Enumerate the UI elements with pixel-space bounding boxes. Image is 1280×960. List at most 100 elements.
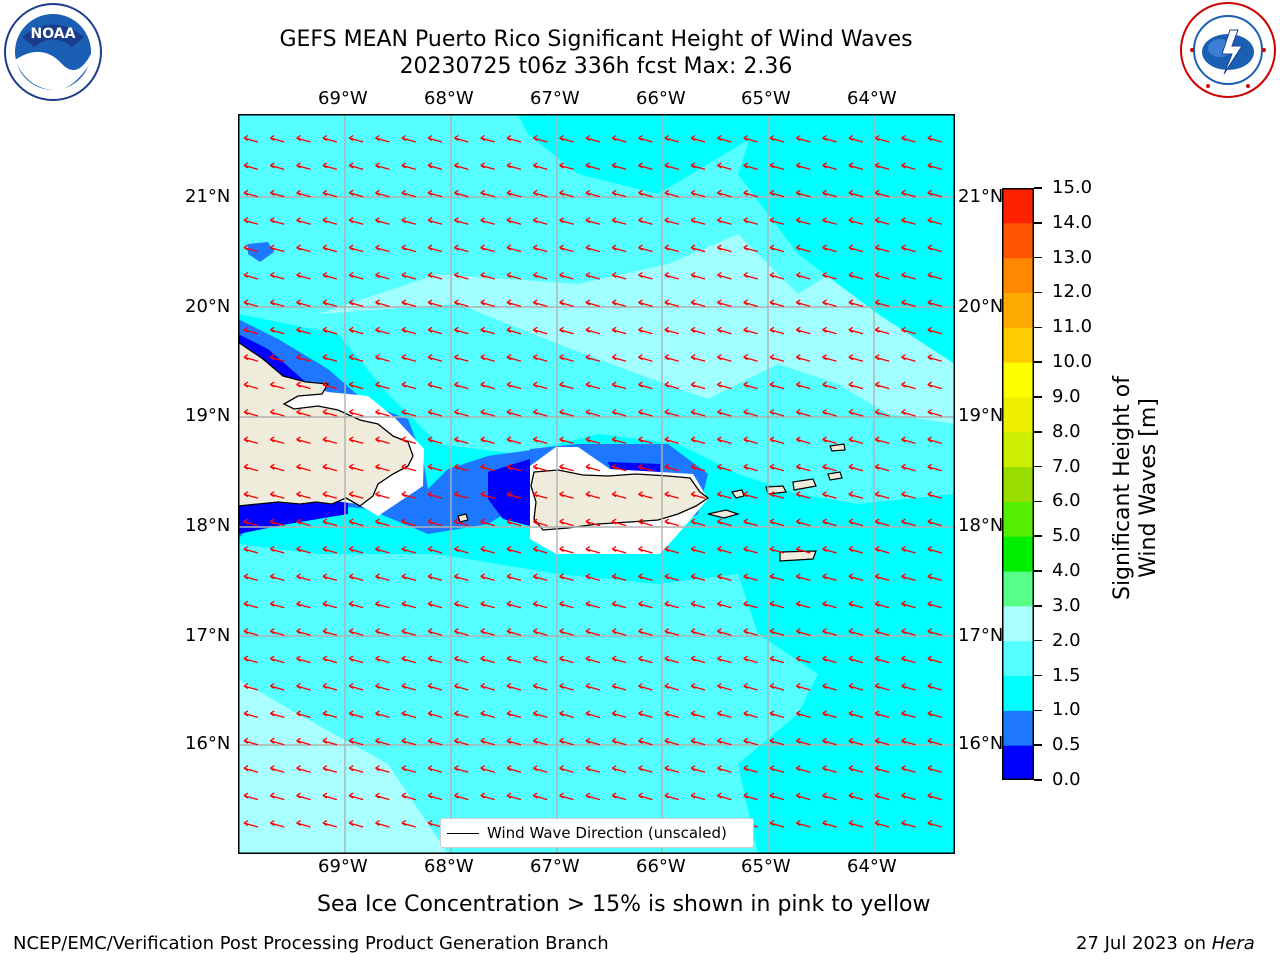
wave-direction-arrow: [848, 463, 864, 472]
wave-direction-arrow: [454, 134, 469, 143]
wave-direction-arrow: [927, 518, 942, 527]
wave-direction-arrow: [427, 628, 443, 636]
virgin-island: [827, 471, 843, 481]
wave-direction-arrow: [480, 326, 495, 335]
colorbar-tick-label: 12.0: [1052, 281, 1093, 303]
wave-direction-arrow: [743, 299, 758, 308]
colorbar-tick-label: 8.0: [1052, 420, 1081, 442]
wave-direction-arrow: [585, 682, 601, 691]
wave-direction-arrow: [585, 765, 601, 773]
wave-direction-arrow: [611, 463, 627, 472]
legend-label: Wind Wave Direction (unscaled): [487, 824, 727, 842]
wave-direction-arrow: [690, 271, 706, 280]
wave-direction-arrow: [269, 628, 285, 636]
wave-direction-arrow: [769, 655, 785, 664]
wave-direction-arrow: [532, 436, 548, 445]
wave-direction-arrow: [927, 628, 942, 636]
colorbar-tick-mark: [1034, 431, 1042, 433]
wave-direction-arrow: [743, 628, 758, 636]
wave-direction-arrow: [532, 682, 548, 691]
wave-direction-arrow: [532, 244, 548, 253]
wave-direction-arrow: [611, 573, 627, 582]
wave-direction-arrow: [690, 491, 706, 499]
wave-direction-arrow: [243, 737, 259, 746]
wave-direction-arrow: [243, 710, 259, 719]
lat-label-left: 16°N: [185, 733, 231, 754]
wave-direction-arrow: [611, 491, 627, 499]
wave-direction-arrow: [532, 299, 548, 308]
wave-direction-arrow: [822, 491, 837, 499]
lon-label-bottom: 69°W: [318, 856, 368, 877]
wave-direction-arrow: [585, 244, 601, 253]
wave-direction-arrow: [664, 326, 679, 335]
wave-direction-arrow: [822, 518, 837, 527]
lon-label-bottom: 68°W: [424, 856, 474, 877]
wave-direction-arrow: [348, 682, 364, 691]
wave-direction-arrow: [243, 792, 259, 801]
colorbar-segment: [1002, 571, 1034, 607]
wave-direction-arrow: [795, 737, 811, 746]
colorbar-tick-label: 10.0: [1052, 351, 1093, 373]
colorbar-segment: [1002, 327, 1034, 363]
wave-direction-arrow: [769, 463, 785, 472]
wave-direction-arrow: [480, 682, 495, 691]
wave-direction-arrow: [611, 162, 627, 171]
wave-direction-arrow: [769, 381, 785, 390]
colorbar-tick-mark: [1034, 222, 1042, 224]
wave-direction-arrow: [638, 436, 653, 445]
wave-direction-arrow: [795, 682, 811, 691]
wave-direction-arrow: [427, 655, 443, 664]
colorbar-segment: [1002, 710, 1034, 746]
wave-direction-arrow: [480, 271, 495, 280]
colorbar-segment: [1002, 605, 1034, 642]
wave-direction-arrow: [717, 710, 732, 719]
wave-direction-arrow: [795, 381, 811, 390]
wave-direction-arrow: [480, 628, 495, 636]
wave-direction-arrow: [269, 326, 285, 335]
wave-direction-arrow: [585, 326, 601, 335]
wave-direction-arrow: [322, 244, 338, 253]
wave-direction-arrow: [822, 189, 837, 198]
wave-direction-arrow: [717, 381, 732, 390]
wave-direction-arrow: [664, 162, 679, 171]
wave-direction-arrow: [664, 299, 679, 308]
wave-direction-arrow: [243, 573, 259, 582]
wave-direction-arrow: [375, 819, 390, 828]
colorbar-tick-label: 5.0: [1052, 525, 1081, 547]
wave-direction-arrow: [795, 436, 811, 445]
wave-direction-arrow: [611, 710, 627, 719]
wave-direction-arrow: [874, 491, 890, 499]
footer-date: 27 Jul 2023 on Hera: [1076, 933, 1255, 955]
wave-direction-arrow: [454, 354, 469, 362]
wave-direction-arrow: [401, 244, 416, 253]
wave-direction-arrow: [664, 354, 679, 362]
wave-direction-arrow: [927, 436, 942, 445]
wave-direction-arrow: [243, 628, 259, 636]
wave-direction-arrow: [296, 162, 311, 171]
wave-direction-arrow: [532, 189, 548, 198]
wave-direction-arrow: [611, 189, 627, 198]
wave-direction-arrow: [638, 628, 653, 636]
wave-direction-arrow: [690, 655, 706, 664]
wave-direction-arrow: [848, 600, 864, 609]
wave-direction-arrow: [585, 655, 601, 664]
wave-direction-arrow: [822, 545, 837, 554]
wave-direction-arrow: [822, 737, 837, 746]
wave-direction-arrow: [269, 381, 285, 390]
wave-direction-arrow: [532, 573, 548, 582]
colorbar: [1002, 188, 1034, 780]
wave-direction-arrow: [454, 326, 469, 335]
lat-label-right: 16°N: [958, 734, 1002, 754]
colorbar-tick-mark: [1034, 639, 1042, 642]
wave-direction-arrow: [585, 792, 601, 801]
wave-direction-arrow: [401, 682, 416, 691]
wave-direction-arrow: [401, 134, 416, 143]
wave-direction-arrow: [901, 244, 916, 253]
wave-direction-arrow: [375, 326, 390, 335]
wave-direction-arrow: [269, 408, 285, 417]
wave-direction-arrow: [638, 737, 653, 746]
wave-direction-arrow: [401, 628, 416, 636]
wave-direction-arrow: [690, 189, 706, 198]
wave-direction-arrow: [795, 299, 811, 308]
wave-direction-arrow: [848, 792, 864, 801]
